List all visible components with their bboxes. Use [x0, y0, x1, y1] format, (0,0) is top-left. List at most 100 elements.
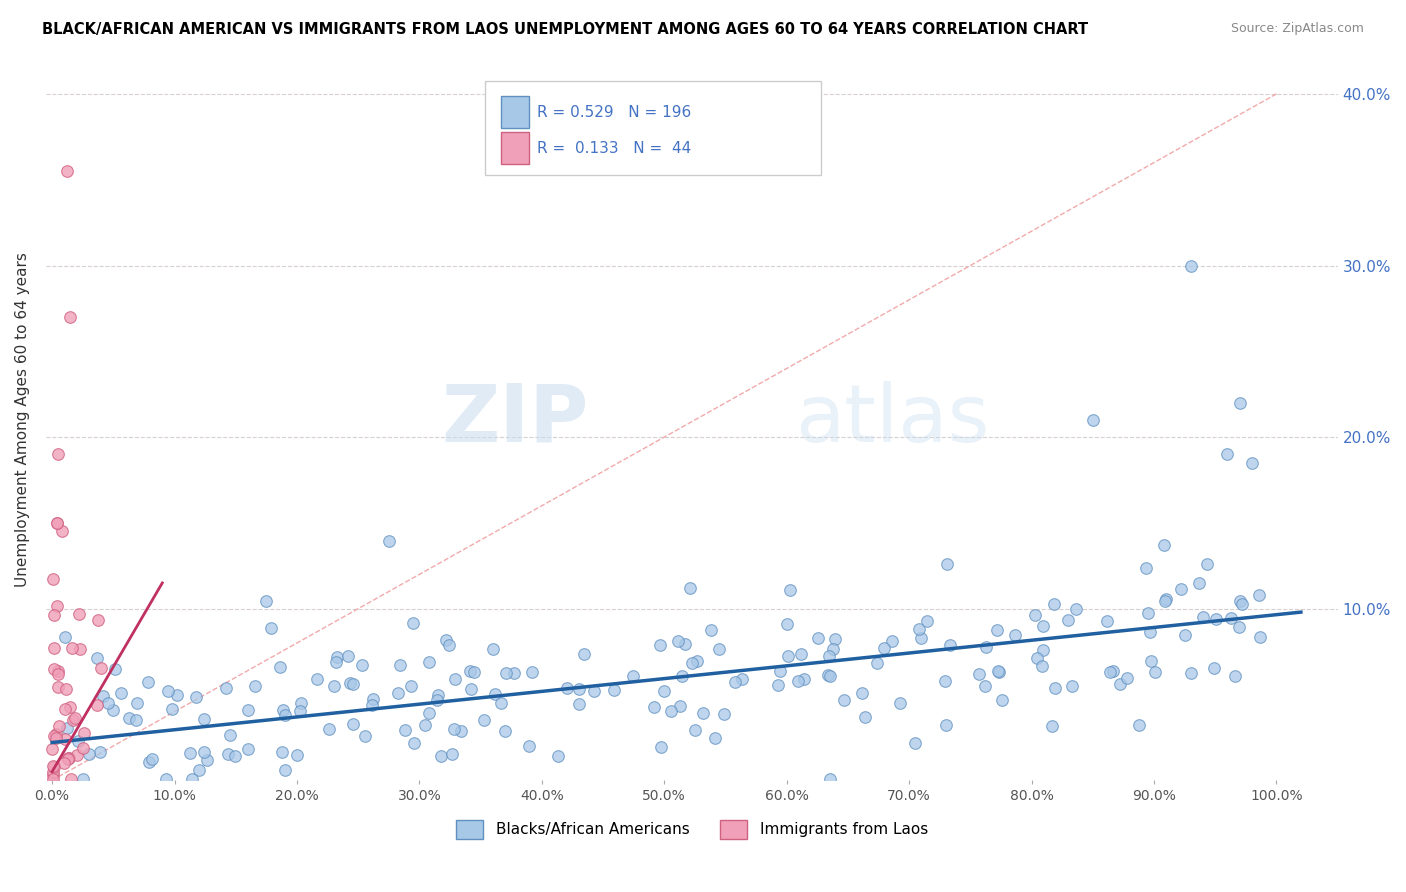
Point [650, 739, 672, 754]
Point [832, 693, 855, 707]
Point [238, 702, 260, 716]
Point [89, 661, 111, 675]
Point [413, 717, 436, 731]
Point [766, 677, 789, 691]
Point [489, 696, 512, 710]
Point [1102, 665, 1125, 679]
Point [45, 516, 67, 530]
Point [669, 698, 692, 713]
Point [273, 703, 295, 717]
Point [62, 713, 84, 727]
Point [138, 755, 160, 769]
Point [219, 728, 242, 742]
Point [53, 702, 76, 716]
Point [394, 723, 416, 738]
Point [73, 725, 96, 739]
Point [1229, 396, 1251, 410]
Point [336, 648, 359, 663]
Point [89, 745, 111, 759]
Point [285, 748, 308, 763]
Point [42, 760, 65, 774]
Point [458, 664, 481, 678]
Point [936, 557, 959, 571]
Point [45, 727, 67, 741]
Point [60, 772, 83, 786]
Point [460, 681, 482, 696]
Point [72, 772, 94, 786]
Point [350, 657, 373, 672]
Point [41, 772, 63, 786]
Point [339, 676, 361, 690]
Point [910, 631, 932, 645]
Point [127, 696, 149, 710]
Point [818, 772, 841, 786]
Point [110, 685, 132, 699]
Point [399, 679, 422, 693]
Point [269, 660, 291, 674]
Point [1174, 628, 1197, 642]
Text: BLACK/AFRICAN AMERICAN VS IMMIGRANTS FROM LAOS UNEMPLOYMENT AMONG AGES 60 TO 64 : BLACK/AFRICAN AMERICAN VS IMMIGRANTS FRO… [42, 22, 1088, 37]
Point [59, 310, 82, 324]
Point [495, 665, 517, 680]
Point [326, 650, 349, 665]
Point [45, 731, 67, 745]
Point [713, 707, 735, 722]
Point [404, 735, 426, 749]
Point [1180, 666, 1202, 681]
Point [42, 729, 65, 743]
Point [318, 722, 340, 736]
Point [1247, 588, 1270, 602]
Point [1205, 611, 1227, 625]
Point [46, 599, 69, 613]
Point [46, 666, 69, 681]
Point [58, 750, 80, 764]
Point [188, 763, 211, 777]
Point [44, 607, 66, 622]
Point [160, 702, 183, 716]
Point [866, 656, 889, 670]
Point [155, 772, 177, 786]
Point [1064, 602, 1087, 616]
Point [806, 632, 828, 646]
Point [1153, 538, 1175, 552]
Point [48, 719, 70, 733]
Point [45, 516, 67, 530]
Point [935, 718, 957, 732]
Point [118, 711, 141, 725]
Point [418, 706, 440, 720]
Point [1108, 677, 1130, 691]
Point [443, 722, 465, 736]
Point [1137, 607, 1160, 621]
Point [1153, 594, 1175, 608]
Point [215, 681, 238, 695]
Point [648, 638, 671, 652]
Point [779, 583, 801, 598]
Point [659, 704, 682, 718]
Point [62, 640, 84, 655]
Point [520, 665, 543, 679]
Point [243, 679, 266, 693]
Point [818, 649, 841, 664]
Point [254, 594, 277, 608]
Point [389, 657, 412, 672]
Point [991, 693, 1014, 707]
Point [63, 711, 86, 725]
Bar [485, 81, 821, 175]
Point [67, 733, 90, 747]
Point [908, 622, 931, 636]
Point [1223, 668, 1246, 682]
Point [574, 647, 596, 661]
Point [1043, 681, 1066, 695]
Point [42, 758, 65, 772]
Point [681, 656, 703, 670]
Point [1249, 631, 1271, 645]
Point [1140, 655, 1163, 669]
Point [440, 747, 463, 761]
Point [217, 747, 239, 761]
Point [823, 641, 845, 656]
Point [988, 665, 1011, 679]
Point [482, 641, 505, 656]
Point [967, 666, 990, 681]
Point [342, 716, 364, 731]
Point [67, 607, 90, 622]
